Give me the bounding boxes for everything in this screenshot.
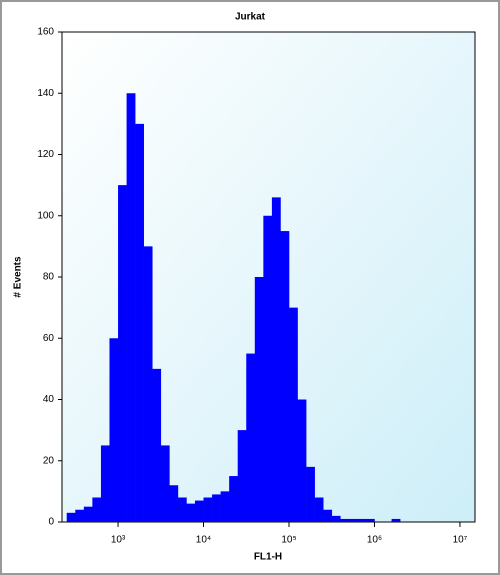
y-tick-label: 140: [37, 88, 54, 99]
bar: [288, 307, 298, 522]
bar: [306, 466, 315, 522]
bar: [323, 509, 333, 522]
bar: [100, 445, 110, 522]
bar: [118, 185, 127, 522]
bar: [263, 215, 273, 522]
bar: [83, 506, 93, 522]
bar: [297, 399, 307, 522]
x-tick-label: 10⁴: [196, 535, 211, 546]
bar: [229, 476, 239, 522]
y-tick-label: 40: [43, 394, 55, 405]
bar: [212, 494, 221, 522]
x-tick-label: 10⁷: [453, 535, 468, 546]
bar: [271, 197, 281, 522]
x-tick-label: 10⁵: [281, 535, 296, 546]
bar: [314, 497, 324, 522]
bar: [365, 518, 375, 522]
bar: [331, 515, 341, 522]
bar: [203, 497, 213, 522]
bar: [254, 277, 264, 522]
x-axis-label: FL1-H: [254, 552, 282, 563]
bar: [194, 500, 204, 522]
bar: [237, 430, 247, 522]
bar: [160, 445, 170, 522]
y-axis-label: # Events: [13, 256, 24, 298]
bar: [357, 518, 367, 522]
bar: [391, 518, 401, 522]
bar: [92, 497, 102, 522]
bar: [177, 497, 187, 522]
bar: [75, 509, 85, 522]
bar: [348, 518, 358, 522]
y-tick-label: 80: [43, 272, 55, 283]
y-tick-label: 120: [37, 149, 54, 160]
y-tick-label: 100: [37, 210, 54, 221]
bar: [280, 231, 290, 522]
bar: [186, 503, 196, 522]
x-tick-label: 10⁶: [367, 535, 382, 546]
bar: [152, 368, 162, 522]
bar: [109, 338, 119, 522]
bar: [143, 246, 153, 522]
y-tick-label: 160: [37, 27, 54, 38]
bar: [66, 512, 76, 522]
bar: [340, 518, 350, 522]
bar: [126, 93, 136, 522]
bar: [220, 491, 230, 522]
y-tick-label: 0: [48, 517, 54, 528]
bar: [246, 353, 256, 522]
y-tick-label: 20: [43, 455, 55, 466]
x-tick-label: 10³: [111, 535, 126, 546]
bar: [135, 123, 144, 522]
chart-title: Jurkat: [235, 12, 266, 23]
bar: [169, 485, 179, 522]
y-tick-label: 60: [43, 333, 55, 344]
